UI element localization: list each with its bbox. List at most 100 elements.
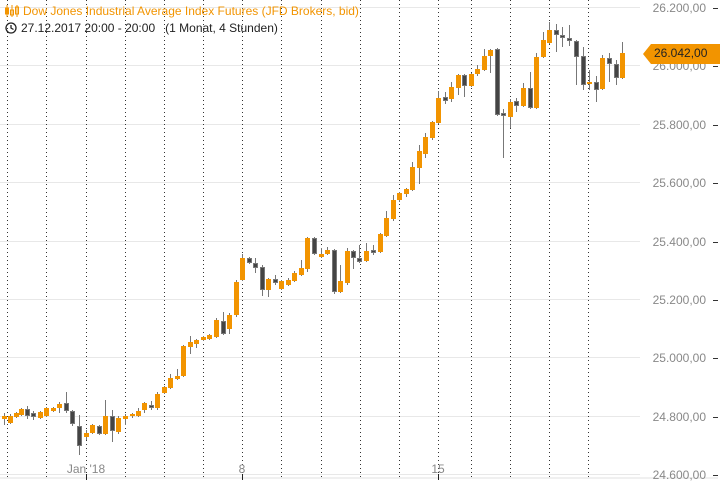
candle (110, 410, 115, 442)
candle (97, 425, 102, 435)
candle (44, 407, 49, 417)
y-tick-label: 25.400,00 (652, 234, 706, 249)
y-tick-mark (713, 242, 718, 243)
y-tick-mark (713, 300, 718, 301)
candle (462, 74, 467, 97)
candle (319, 248, 324, 258)
y-tick-mark (713, 8, 718, 9)
candle (286, 278, 291, 286)
candle (266, 278, 271, 297)
candle (273, 275, 278, 285)
candle (378, 233, 383, 253)
y-tick-mark (713, 475, 718, 476)
price-tag-shape (643, 44, 720, 64)
candle (475, 65, 480, 76)
candle (357, 245, 362, 263)
candle (90, 424, 95, 434)
candle (240, 254, 245, 281)
candle (482, 49, 487, 71)
candle (345, 248, 350, 285)
candle (338, 265, 343, 293)
candle (404, 188, 409, 197)
candle (155, 392, 160, 410)
candle (103, 400, 108, 435)
candle (260, 265, 265, 296)
candle (253, 258, 258, 273)
candle (436, 91, 441, 124)
candle (397, 192, 402, 202)
candle (149, 401, 154, 410)
x-tick-label: 15 (431, 462, 445, 476)
candle (247, 257, 252, 264)
candle (168, 374, 173, 389)
candle (8, 414, 13, 424)
candle (587, 70, 592, 90)
clock-icon (5, 22, 17, 34)
candle (574, 40, 579, 85)
candle (123, 414, 128, 425)
candle (142, 402, 147, 413)
candle (495, 48, 500, 116)
candle (51, 407, 56, 412)
chart-subtitle: 27.12.2017 20:00 - 20:00 (1 Monat, 4 Stu… (5, 21, 278, 35)
candle (207, 334, 212, 340)
period-info: (1 Monat, 4 Stunden) (165, 21, 278, 35)
y-tick-mark (713, 417, 718, 418)
candle (25, 406, 30, 419)
y-tick-label: 25.200,00 (652, 292, 706, 307)
candle (299, 260, 304, 276)
candle (227, 313, 232, 334)
candle (175, 369, 180, 380)
candle (600, 55, 605, 90)
current-price-tag: 26.042,00 (643, 44, 720, 64)
candle (488, 49, 493, 73)
candle (181, 345, 186, 377)
candle (534, 53, 539, 109)
candle (607, 53, 612, 82)
candle (547, 22, 552, 44)
candle (194, 339, 199, 348)
candle (162, 386, 167, 394)
candle (57, 402, 62, 413)
candle (560, 27, 565, 47)
candle (620, 42, 625, 79)
candle (188, 336, 193, 354)
y-tick-label: 26.200,00 (652, 0, 706, 15)
candle (417, 145, 422, 184)
candle (581, 47, 586, 90)
candle (508, 99, 513, 128)
candle (351, 250, 356, 269)
candle (64, 392, 69, 413)
x-axis-ticks (86, 474, 439, 480)
candle (214, 318, 219, 338)
candle (221, 312, 226, 335)
candle (614, 60, 619, 85)
current-price-label: 26.042,00 (654, 46, 708, 60)
candle (501, 109, 506, 158)
chart-title: Dow Jones Industrial Average Index Futur… (5, 4, 359, 18)
candle (456, 74, 461, 95)
candle (469, 73, 474, 87)
candle (19, 408, 24, 416)
candle (541, 32, 546, 58)
candle (130, 413, 135, 418)
date-range: 27.12.2017 20:00 - 20:00 (21, 21, 156, 35)
candle (312, 237, 317, 255)
horizontal-gridlines (0, 7, 640, 475)
candle (2, 413, 7, 425)
candle (423, 133, 428, 158)
candle (384, 211, 389, 237)
chart-title-text: Dow Jones Industrial Average Index Futur… (23, 4, 359, 18)
candle (38, 411, 43, 419)
y-tick-mark (713, 66, 718, 67)
candle (14, 412, 19, 418)
candles (2, 22, 625, 455)
candle (116, 416, 121, 434)
candle (371, 245, 376, 255)
y-tick-mark (713, 125, 718, 126)
candle (279, 280, 284, 290)
candle (391, 195, 396, 221)
candle (554, 24, 559, 52)
y-tick-label: 25.600,00 (652, 175, 706, 190)
